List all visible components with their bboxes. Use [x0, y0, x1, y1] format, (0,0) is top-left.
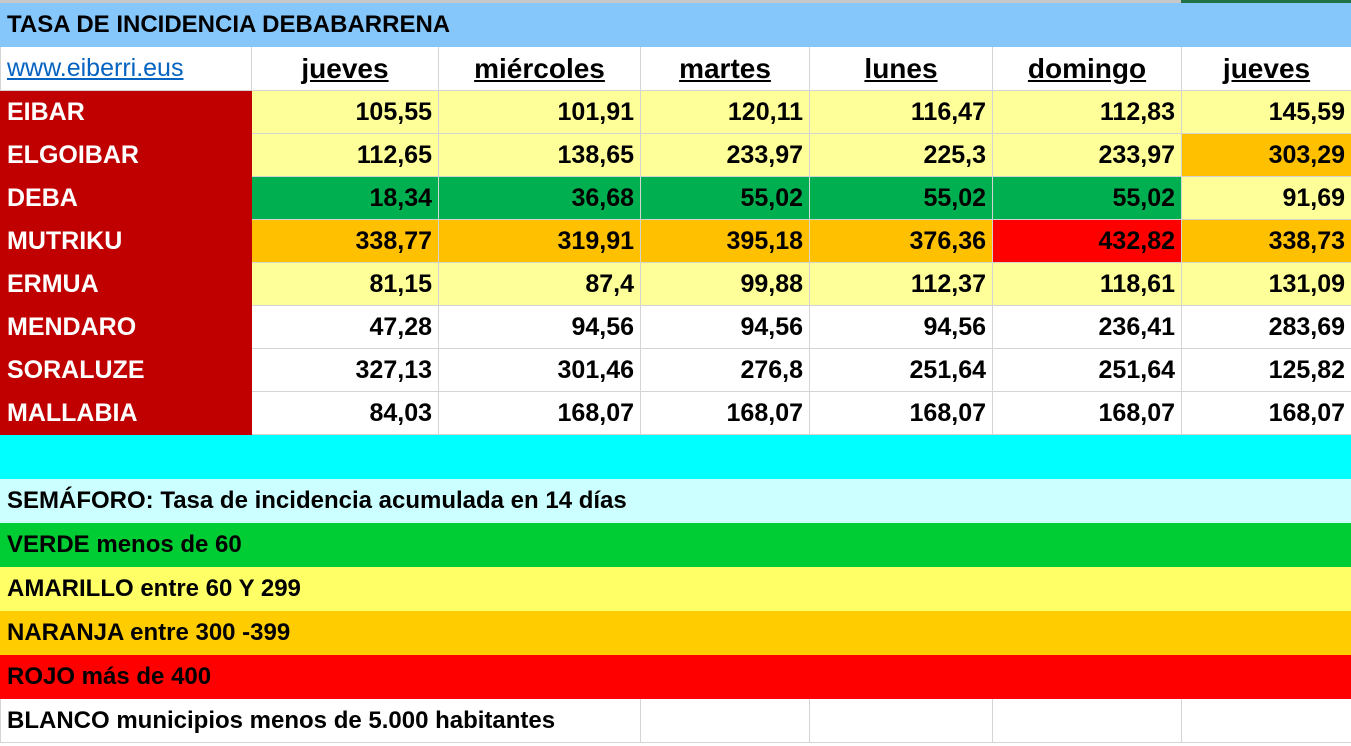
legend-white[interactable]: BLANCO municipios menos de 5.000 habitan… [0, 698, 641, 743]
incidence-value[interactable]: 283,69 [1180, 305, 1351, 349]
table-row: SORALUZE 327,13 301,46 276,8 251,64 251,64 125… [0, 348, 1351, 392]
legend-red-row: ROJO más de 400 [0, 654, 1351, 699]
incidence-value[interactable]: 94,56 [809, 305, 993, 349]
legend-red[interactable]: ROJO más de 400 [0, 654, 1351, 699]
incidence-value[interactable]: 18,34 [251, 176, 439, 220]
incidence-value[interactable]: 99,88 [640, 262, 810, 306]
title-row: TASA DE INCIDENCIA DEBABARRENA [0, 3, 1351, 47]
incidence-value[interactable]: 168,07 [992, 391, 1182, 435]
incidence-value[interactable]: 168,07 [640, 391, 810, 435]
incidence-value[interactable]: 338,77 [251, 219, 439, 263]
incidence-value[interactable]: 395,18 [640, 219, 810, 263]
incidence-value[interactable]: 131,09 [1180, 262, 1351, 306]
incidence-value[interactable]: 168,07 [1180, 391, 1351, 435]
incidence-value[interactable]: 376,36 [809, 219, 993, 263]
table-row: ELGOIBAR 112,65 138,65 233,97 225,3 233,97 303… [0, 133, 1351, 177]
incidence-value[interactable]: 233,97 [992, 133, 1182, 177]
incidence-value[interactable]: 168,07 [809, 391, 993, 435]
incidence-value[interactable]: 225,3 [809, 133, 993, 177]
incidence-value[interactable]: 145,59 [1180, 90, 1351, 134]
source-link[interactable]: www.eiberri.eus [0, 46, 252, 91]
incidence-value[interactable]: 112,37 [809, 262, 993, 306]
incidence-value[interactable]: 301,46 [438, 348, 641, 392]
day-header[interactable]: miércoles [438, 46, 641, 91]
legend-green-row: VERDE menos de 60 [0, 522, 1351, 567]
table-row: MALLABIA 84,03 168,07 168,07 168,07 168,07 168… [0, 391, 1351, 435]
incidence-value[interactable]: 55,02 [640, 176, 810, 220]
incidence-value[interactable]: 118,61 [992, 262, 1182, 306]
incidence-value[interactable]: 319,91 [438, 219, 641, 263]
empty-cell[interactable] [1180, 698, 1351, 743]
incidence-value[interactable]: 47,28 [251, 305, 439, 349]
incidence-value[interactable]: 233,97 [640, 133, 810, 177]
table-row: MUTRIKU 338,77 319,91 395,18 376,36 432,82 338… [0, 219, 1351, 263]
incidence-value[interactable]: 138,65 [438, 133, 641, 177]
day-header[interactable]: lunes [809, 46, 993, 91]
municipality-name[interactable]: SORALUZE [0, 348, 252, 392]
empty-cell[interactable] [992, 698, 1182, 743]
municipality-name[interactable]: MENDARO [0, 305, 252, 349]
municipality-name[interactable]: EIBAR [0, 90, 252, 134]
legend-yellow[interactable]: AMARILLO entre 60 Y 299 [0, 566, 1351, 611]
empty-cell[interactable] [809, 698, 993, 743]
day-header[interactable]: jueves [251, 46, 439, 91]
incidence-value[interactable]: 55,02 [809, 176, 993, 220]
incidence-value[interactable]: 112,83 [992, 90, 1182, 134]
municipality-name[interactable]: MALLABIA [0, 391, 252, 435]
table-title[interactable]: TASA DE INCIDENCIA DEBABARRENA [0, 3, 1351, 47]
day-header[interactable]: jueves [1180, 46, 1351, 91]
table-row: EIBAR 105,55 101,91 120,11 116,47 112,83 145,5… [0, 90, 1351, 134]
spacer-row [0, 434, 1351, 479]
incidence-value[interactable]: 91,69 [1180, 176, 1351, 220]
incidence-value[interactable]: 94,56 [640, 305, 810, 349]
day-header[interactable]: domingo [992, 46, 1182, 91]
incidence-value[interactable]: 105,55 [251, 90, 439, 134]
legend-green[interactable]: VERDE menos de 60 [0, 522, 1351, 567]
incidence-value[interactable]: 55,02 [992, 176, 1182, 220]
incidence-value[interactable]: 327,13 [251, 348, 439, 392]
spacer-cell[interactable] [0, 434, 1351, 479]
legend-heading[interactable]: SEMÁFORO: Tasa de incidencia acumulada e… [0, 478, 1351, 523]
header-row: www.eiberri.eus jueves miércoles martes … [0, 46, 1351, 91]
incidence-value[interactable]: 84,03 [251, 391, 439, 435]
incidence-value[interactable]: 120,11 [640, 90, 810, 134]
incidence-value[interactable]: 36,68 [438, 176, 641, 220]
incidence-value[interactable]: 251,64 [992, 348, 1182, 392]
municipality-name[interactable]: MUTRIKU [0, 219, 252, 263]
incidence-value[interactable]: 116,47 [809, 90, 993, 134]
incidence-value[interactable]: 251,64 [809, 348, 993, 392]
incidence-table: TASA DE INCIDENCIA DEBABARRENA www.eiber… [0, 3, 1351, 743]
legend-white-row: BLANCO municipios menos de 5.000 habitan… [0, 698, 1351, 743]
legend-orange-row: NARANJA entre 300 -399 [0, 610, 1351, 655]
incidence-value[interactable]: 236,41 [992, 305, 1182, 349]
incidence-value[interactable]: 112,65 [251, 133, 439, 177]
table-row: MENDARO 47,28 94,56 94,56 94,56 236,41 283,69 [0, 305, 1351, 349]
incidence-value[interactable]: 101,91 [438, 90, 641, 134]
table-row: DEBA 18,34 36,68 55,02 55,02 55,02 91,69 [0, 176, 1351, 220]
incidence-value[interactable]: 87,4 [438, 262, 641, 306]
day-header[interactable]: martes [640, 46, 810, 91]
legend-yellow-row: AMARILLO entre 60 Y 299 [0, 566, 1351, 611]
incidence-value[interactable]: 338,73 [1180, 219, 1351, 263]
municipality-name[interactable]: ELGOIBAR [0, 133, 252, 177]
incidence-value[interactable]: 168,07 [438, 391, 641, 435]
incidence-value[interactable]: 125,82 [1180, 348, 1351, 392]
incidence-value[interactable]: 81,15 [251, 262, 439, 306]
legend-orange[interactable]: NARANJA entre 300 -399 [0, 610, 1351, 655]
incidence-value[interactable]: 432,82 [992, 219, 1182, 263]
sheet-top-border [0, 0, 1351, 3]
incidence-value[interactable]: 303,29 [1180, 133, 1351, 177]
legend-heading-row: SEMÁFORO: Tasa de incidencia acumulada e… [0, 478, 1351, 523]
incidence-value[interactable]: 94,56 [438, 305, 641, 349]
empty-cell[interactable] [640, 698, 810, 743]
municipality-name[interactable]: ERMUA [0, 262, 252, 306]
table-row: ERMUA 81,15 87,4 99,88 112,37 118,61 131,09 [0, 262, 1351, 306]
incidence-value[interactable]: 276,8 [640, 348, 810, 392]
municipality-name[interactable]: DEBA [0, 176, 252, 220]
source-link-text[interactable]: www.eiberri.eus [7, 54, 184, 82]
